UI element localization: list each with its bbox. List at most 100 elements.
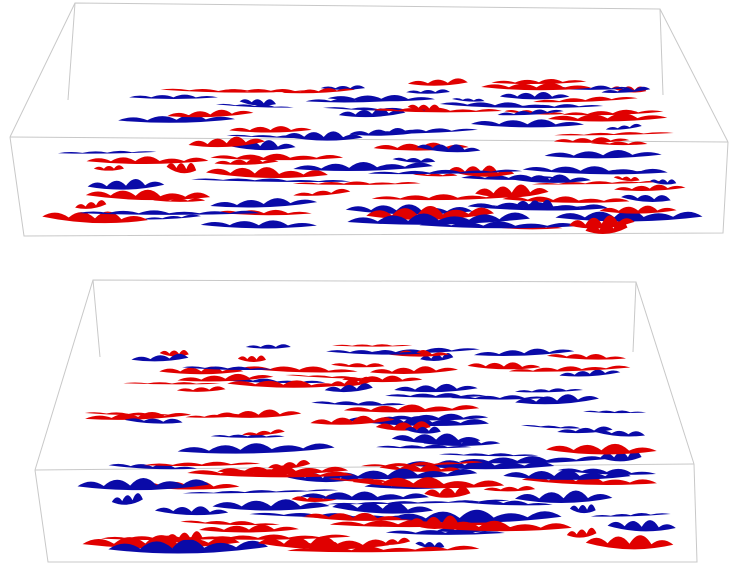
negative-structure [406, 89, 450, 94]
negative-structure [458, 456, 606, 464]
negative-structure [284, 131, 363, 141]
positive-structure [242, 429, 285, 436]
positive-structure [177, 373, 274, 382]
negative-structure [607, 520, 676, 532]
positive-structure [491, 79, 587, 85]
negative-structure [514, 490, 613, 504]
negative-structure [131, 353, 189, 362]
positive-structure [531, 180, 666, 185]
positive-structure [304, 512, 402, 521]
negative-structure [224, 140, 296, 151]
positive-structure [533, 96, 638, 103]
positive-structure [496, 225, 563, 230]
negative-structure [177, 443, 335, 454]
negative-structure [385, 529, 505, 535]
negative-structure [367, 169, 523, 175]
negative-structure [499, 92, 570, 100]
negative-structure [78, 210, 261, 215]
positive-structure [237, 355, 266, 362]
negative-structure [438, 453, 539, 457]
positive-structure [188, 136, 265, 148]
negative-structure [326, 499, 510, 505]
negative-structure [108, 463, 197, 470]
negative-structure [245, 344, 291, 349]
negative-structure [376, 444, 472, 449]
negative-structure [326, 350, 422, 355]
negative-structure [239, 99, 276, 106]
positive-structure [166, 162, 197, 174]
negative-structure [332, 501, 434, 514]
negative-structure [77, 477, 210, 491]
negative-structure [293, 162, 433, 172]
positive-structure [504, 110, 565, 115]
negative-structure [621, 194, 671, 203]
positive-structure [546, 354, 626, 360]
bottom-volume-panel [0, 272, 742, 570]
positive-structure [369, 366, 458, 374]
negative-structure [423, 439, 501, 446]
positive-structure [101, 535, 237, 541]
negative-structure [557, 426, 613, 434]
negative-structure [452, 98, 485, 102]
negative-structure [503, 469, 631, 480]
positive-structure [93, 165, 124, 171]
negative-structure [520, 424, 581, 429]
bounding-box-bottom [34, 279, 698, 563]
negative-structure [497, 109, 564, 116]
negative-structure [191, 178, 351, 183]
positive-structure [481, 83, 592, 91]
negative-structure [87, 178, 165, 190]
positive-structure [343, 404, 480, 413]
negative-structure [405, 459, 555, 470]
positive-structure [257, 536, 389, 550]
positive-structure [371, 194, 515, 201]
negative-structure [583, 410, 647, 414]
negative-structure [200, 220, 317, 229]
positive-structure [599, 205, 677, 214]
positive-structure [143, 461, 261, 467]
bounding-box-top [9, 2, 729, 237]
positive-structure [185, 413, 243, 418]
negative-structure [324, 383, 373, 393]
top-volume-panel [0, 0, 742, 250]
positive-structure [310, 415, 395, 425]
negative-structure [124, 418, 183, 424]
negative-structure [129, 94, 218, 100]
positive-structure [424, 486, 471, 498]
negative-structure [595, 430, 645, 437]
negative-structure [143, 214, 201, 220]
negative-structure [557, 468, 656, 475]
positive-structure [566, 527, 597, 538]
positive-structure [42, 211, 148, 224]
positive-structure [342, 375, 423, 383]
negative-structure [327, 94, 435, 102]
positive-structure [214, 158, 279, 165]
negative-structure [559, 369, 621, 377]
negative-structure [649, 179, 677, 185]
positive-structure [375, 421, 431, 431]
vortex-isosurfaces-top [42, 78, 703, 234]
negative-structure [215, 103, 294, 108]
negative-structure [454, 500, 553, 506]
negative-structure [475, 204, 600, 208]
negative-structure [347, 212, 530, 225]
negative-structure [405, 426, 441, 434]
positive-structure [180, 520, 280, 526]
positive-structure [123, 382, 221, 385]
positive-structure [159, 366, 244, 375]
negative-structure [210, 198, 318, 208]
negative-structure [388, 413, 489, 421]
positive-structure [287, 545, 480, 553]
positive-structure [85, 411, 192, 420]
negative-structure [514, 388, 583, 393]
negative-structure [338, 108, 406, 118]
negative-structure [385, 393, 487, 398]
negative-structure [601, 86, 651, 94]
positive-structure [417, 520, 572, 532]
positive-structure [372, 107, 502, 113]
positive-structure [216, 209, 312, 216]
positive-structure [152, 198, 206, 202]
positive-structure [292, 181, 421, 185]
negative-structure [515, 394, 599, 405]
top-volume-render [9, 2, 729, 237]
